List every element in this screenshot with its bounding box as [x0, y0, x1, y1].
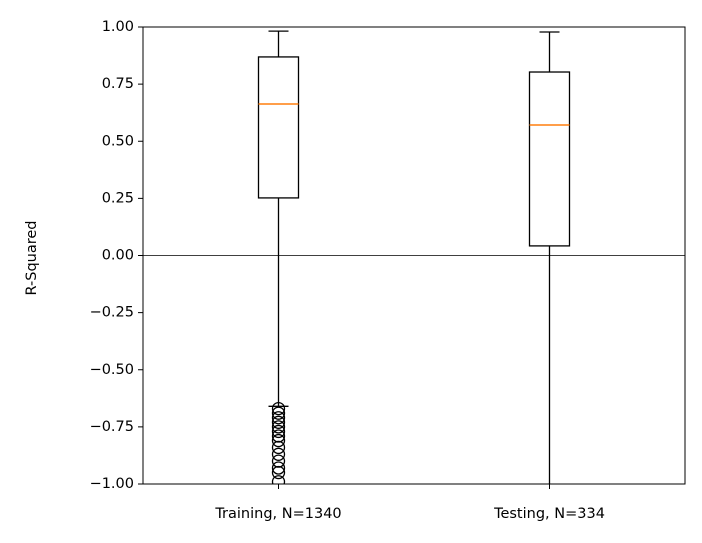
x-tick-label: Training, N=1340 [214, 506, 341, 522]
box [528, 71, 571, 247]
y-tick-label: 0.50 [102, 133, 134, 149]
y-tick-label: 0.75 [102, 76, 134, 92]
box [257, 56, 300, 199]
outlier [271, 475, 286, 484]
outlier [271, 401, 286, 416]
y-tick-label: −0.25 [90, 305, 134, 321]
outlier [271, 447, 286, 461]
outlier [271, 454, 286, 468]
outlier [271, 461, 286, 475]
y-tick-label: 1.00 [102, 19, 134, 35]
outlier [271, 415, 286, 429]
outlier [271, 420, 286, 434]
y-tick-label: −0.75 [90, 419, 134, 435]
outlier [271, 411, 286, 425]
y-tick-label: 0.00 [102, 248, 134, 264]
y-tick-label: −0.50 [90, 362, 134, 378]
plot-area [143, 30, 685, 484]
outlier [271, 433, 286, 448]
y-axis-label: R-Squared [24, 221, 40, 296]
outlier [271, 465, 286, 480]
y-tick-label: −1.00 [90, 476, 134, 492]
outlier [271, 424, 286, 439]
outlier [271, 406, 286, 420]
y-tick-label: 0.25 [102, 190, 134, 206]
x-tick-label: Testing, N=334 [493, 506, 605, 522]
outlier [271, 440, 286, 455]
